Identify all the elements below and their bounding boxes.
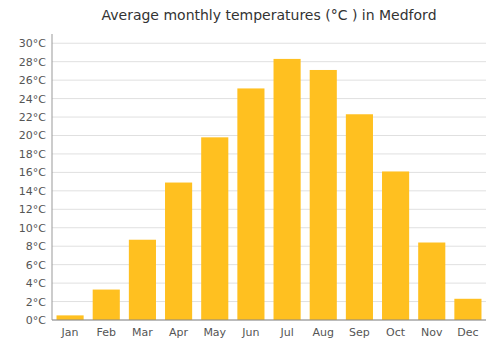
grid-line (52, 227, 486, 228)
y-axis: 0°C 2°C 4°C 6°C 8°C 10°C 12°C 14°C 16°C 18°C 20°C 2… (19, 37, 46, 327)
grid-line (52, 190, 486, 191)
y-tick-label: 22°C (19, 111, 46, 124)
bar (382, 171, 409, 320)
bar (201, 137, 228, 320)
y-tick-label: 20°C (19, 129, 46, 142)
bar (129, 240, 156, 320)
bar (165, 183, 192, 320)
grid-line (52, 320, 486, 321)
x-tick-label: Oct (386, 326, 406, 339)
y-tick-label: 16°C (19, 166, 46, 179)
y-tick-label: 10°C (19, 222, 46, 235)
grid-line (52, 43, 486, 44)
title: Average monthly temperatures (°C ) in Me… (101, 7, 436, 23)
grid (52, 43, 486, 320)
y-tick-label: 28°C (19, 56, 46, 69)
y-tick-label: 26°C (19, 74, 46, 87)
bar (237, 88, 264, 320)
x-tick-label: Nov (421, 326, 443, 339)
x-tick-label: Dec (457, 326, 478, 339)
x-axis: Jan Feb Mar Apr May Jun Jul Aug Sep Oct Nov Dec (61, 326, 479, 339)
x-tick-label: Apr (169, 326, 189, 339)
x-tick-label: Jan (61, 326, 79, 339)
x-axis-line (52, 320, 486, 321)
y-tick-label: 12°C (19, 203, 46, 216)
y-tick-label: 2°C (26, 296, 46, 309)
y-tick-label: 30°C (19, 37, 46, 50)
bars (57, 59, 482, 320)
y-tick-label: 14°C (19, 185, 46, 198)
y-tick-label: 18°C (19, 148, 46, 161)
grid-line (52, 153, 486, 154)
y-tick-label: 8°C (26, 240, 46, 253)
y-axis-line (52, 34, 53, 320)
bar (93, 290, 120, 320)
x-tick-label: Jul (279, 326, 293, 339)
y-tick-label: 24°C (19, 93, 46, 106)
x-tick-label: Sep (349, 326, 370, 339)
y-tick-label: 6°C (26, 259, 46, 272)
grid-line (52, 135, 486, 136)
y-tick-label: 0°C (26, 314, 46, 327)
grid-line (52, 61, 486, 62)
x-tick-label: Aug (313, 326, 334, 339)
bar (57, 315, 84, 320)
grid-line (52, 117, 486, 118)
grid-line (52, 98, 486, 99)
bar (454, 299, 481, 320)
bar (274, 59, 301, 320)
bar (346, 114, 373, 320)
bar (418, 243, 445, 320)
x-tick-label: Feb (97, 326, 116, 339)
x-tick-label: Mar (132, 326, 153, 339)
y-tick-label: 4°C (26, 277, 46, 290)
bar (310, 70, 337, 320)
x-tick-label: May (203, 326, 226, 339)
chart: Average monthly temperatures (°C ) in Me… (0, 0, 500, 350)
grid-line (52, 209, 486, 210)
grid-line (52, 80, 486, 81)
grid-line (52, 172, 486, 173)
x-tick-label: Jun (241, 326, 259, 339)
